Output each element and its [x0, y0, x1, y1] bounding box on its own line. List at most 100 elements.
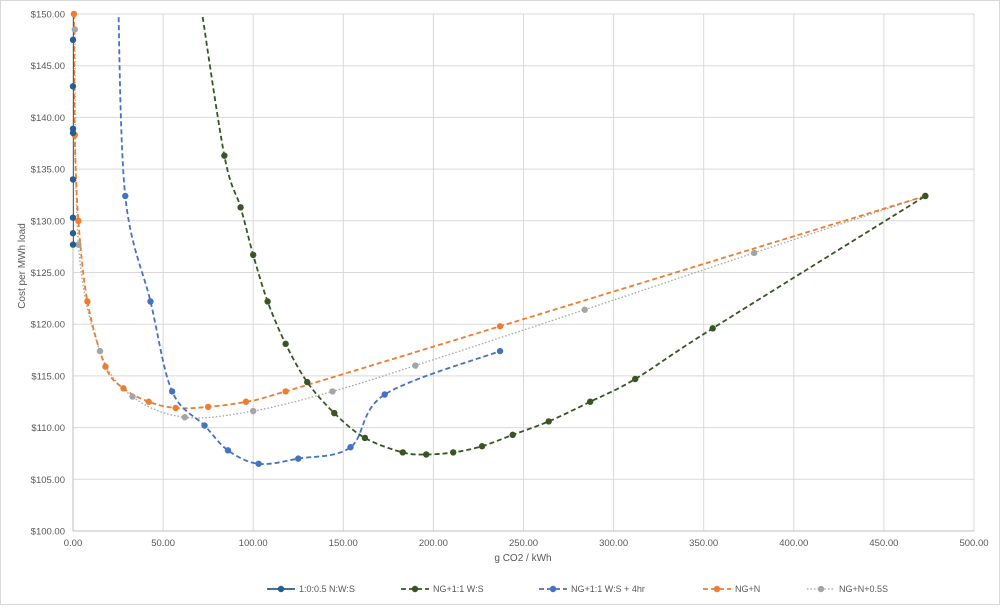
x-tick-label: 50.00	[151, 538, 175, 549]
data-point-ng-1-1-w-s-4hr	[255, 460, 262, 467]
y-tick-label: $125.00	[31, 268, 65, 279]
legend: 1:0:0.5 N:W:S NG+1:1 W:S NG+1:1 W:S + 4hr N…	[267, 584, 888, 594]
x-tick-label: 150.00	[329, 538, 358, 549]
data-point-ng-n	[242, 398, 250, 405]
data-point-1-0-0-5-n-w-s	[69, 36, 77, 44]
data-point-ng-n-0-5s	[96, 347, 104, 355]
x-tick-label: 250.00	[509, 538, 538, 549]
data-point-ng-n-0-5s	[75, 241, 82, 248]
data-point-ng-n	[120, 385, 127, 392]
data-point-ng-n	[145, 398, 152, 405]
data-point-ng-1-1-w-s	[545, 418, 552, 425]
data-point-ng-n-0-5s	[329, 388, 336, 395]
data-point-ng-1-1-w-s	[282, 340, 289, 348]
legend-marker-icon	[411, 585, 419, 593]
y-tick-label: $145.00	[31, 61, 65, 72]
data-point-ng-1-1-w-s	[478, 443, 486, 450]
data-point-ng-1-1-w-s-4hr	[496, 347, 504, 355]
y-tick-label: $150.00	[31, 10, 65, 21]
x-tick-label: 450.00	[869, 538, 898, 549]
data-point-ng-n	[204, 403, 212, 411]
data-point-1-0-0-5-n-w-s	[69, 230, 77, 237]
data-point-ng-n	[102, 363, 109, 370]
x-tick-label: 300.00	[599, 538, 628, 549]
gridlines	[73, 13, 975, 532]
legend-item-1-0-0-5-n-w-s[interactable]: 1:0:0.5 N:W:S	[267, 584, 355, 594]
data-point-ng-1-1-w-s	[250, 251, 257, 259]
data-point-ng-n	[282, 388, 289, 395]
data-point-ng-n-0-5s	[181, 414, 188, 421]
data-point-ng-n	[70, 10, 78, 18]
x-axis-title: g CO2 / kWh	[494, 553, 551, 564]
data-point-ng-n-0-5s	[412, 362, 419, 369]
data-point-ng-1-1-w-s-4hr	[381, 391, 388, 398]
data-point-ng-1-1-w-s	[331, 409, 338, 417]
data-point-ng-n-0-5s	[581, 306, 588, 313]
legend-marker-icon	[277, 585, 285, 593]
plot-series	[73, 14, 926, 465]
data-point-ng-n	[75, 217, 82, 224]
legend-label: 1:0:0.5 N:W:S	[299, 584, 355, 594]
legend-label: NG+N+0.5S	[839, 584, 888, 594]
data-point-ng-1-1-w-s-4hr	[224, 447, 232, 454]
data-point-ng-1-1-w-s	[264, 298, 271, 305]
x-tick-label: 350.00	[689, 538, 718, 549]
legend-label: NG+1:1 W:S	[433, 584, 484, 594]
y-tick-label: $135.00	[31, 165, 65, 176]
data-point-ng-1-1-w-s-4hr	[122, 192, 129, 200]
legend-marker-icon	[549, 585, 557, 593]
data-point-ng-n-0-5s	[250, 407, 257, 415]
legend-label: NG+1:1 W:S + 4hr	[571, 584, 645, 594]
data-point-ng-n-0-5s	[129, 393, 136, 400]
data-point-ng-1-1-w-s	[361, 434, 369, 442]
data-point-1-0-0-5-n-w-s	[69, 214, 77, 221]
series-line-ng-n-0-5s	[74, 29, 926, 419]
data-point-ng-n	[84, 298, 91, 305]
y-tick-label: $105.00	[31, 475, 65, 486]
legend-label: NG+N	[735, 584, 760, 594]
data-point-ng-1-1-w-s	[509, 431, 516, 439]
legend-item-ng-n[interactable]: NG+N	[703, 584, 760, 594]
data-point-ng-n	[172, 404, 179, 412]
data-markers	[69, 10, 929, 467]
y-tick-label: $110.00	[31, 423, 65, 434]
data-point-ng-1-1-w-s-4hr	[147, 298, 154, 305]
y-tick-label: $100.00	[31, 527, 65, 538]
data-point-ng-1-1-w-s-4hr	[295, 455, 302, 462]
data-point-ng-1-1-w-s	[237, 204, 244, 211]
legend-item-ng-n-0-5s[interactable]: NG+N+0.5S	[807, 584, 888, 594]
x-tick-label: 100.00	[239, 538, 268, 549]
series-line-ng-1-1-w-s-4hr	[117, 14, 501, 465]
y-tick-label: $130.00	[31, 216, 65, 227]
x-tick-label: 500.00	[959, 538, 988, 549]
x-axis-tick-labels: 0.00 50.00 100.00 150.00 200.00 250.00 300.00 3…	[64, 538, 989, 549]
x-tick-label: 200.00	[419, 538, 448, 549]
data-point-ng-1-1-w-s	[221, 152, 228, 159]
data-point-ng-1-1-w-s	[450, 449, 457, 456]
data-point-ng-1-1-w-s-4hr	[201, 422, 208, 429]
data-point-ng-1-1-w-s	[586, 398, 594, 405]
x-tick-label: 0.00	[64, 538, 83, 549]
data-point-1-0-0-5-n-w-s	[69, 83, 77, 90]
data-point-ng-1-1-w-s	[422, 451, 430, 458]
legend-item-ng-1-1-w-s[interactable]: NG+1:1 W:S	[401, 584, 484, 594]
data-point-ng-1-1-w-s	[709, 325, 716, 332]
y-tick-label: $140.00	[31, 113, 65, 124]
data-point-ng-n-0-5s	[750, 249, 758, 257]
data-point-1-0-0-5-n-w-s	[69, 129, 77, 137]
legend-item-ng-1-1-w-s-4hr[interactable]: NG+1:1 W:S + 4hr	[539, 584, 645, 594]
y-axis-title: Cost per MWh load	[17, 223, 28, 309]
data-point-ng-1-1-w-s	[922, 192, 929, 200]
data-point-ng-1-1-w-s-4hr	[347, 444, 354, 451]
legend-marker-icon	[817, 585, 825, 593]
data-point-ng-1-1-w-s	[399, 449, 406, 456]
data-point-ng-1-1-w-s	[304, 378, 311, 386]
data-point-ng-1-1-w-s-4hr	[168, 388, 176, 395]
data-point-ng-1-1-w-s	[632, 375, 639, 383]
data-point-1-0-0-5-n-w-s	[69, 176, 77, 183]
x-tick-label: 400.00	[779, 538, 808, 549]
y-axis-tick-labels: $100.00 $105.00 $110.00 $115.00 $120.00 $125.…	[31, 10, 65, 538]
data-point-ng-n-0-5s	[71, 26, 79, 33]
